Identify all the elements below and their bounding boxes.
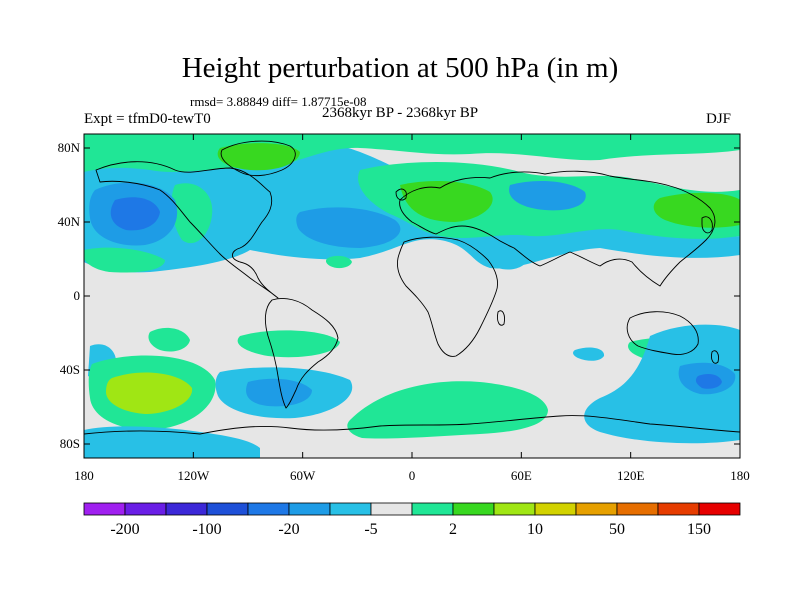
lon-tick-label: 0 <box>409 468 416 483</box>
colorbar-swatch <box>83 502 126 516</box>
colorbar-swatch <box>534 502 577 516</box>
colorbar-label: 2 <box>449 521 457 538</box>
contour-sh-atlantic-green <box>237 330 340 358</box>
colorbar-swatch <box>575 502 618 516</box>
colorbar-label: 50 <box>609 521 625 538</box>
coastlines <box>84 140 740 435</box>
contour-sh-pacific-green <box>148 327 190 352</box>
contour-atlantic-low <box>296 207 401 248</box>
contour-antarctic-cyan-west <box>84 426 260 458</box>
colorbar-swatch <box>616 502 659 516</box>
lon-tick-label: 180 <box>730 468 750 483</box>
lat-tick-label: 40N <box>58 214 81 229</box>
season-label: DJF <box>706 111 732 127</box>
latitude-axis: 80N 40N 0 40S 80S <box>58 140 740 451</box>
contour-eurasia-core <box>400 180 493 222</box>
colorbar-swatch <box>206 502 249 516</box>
contour-sh-east-deep <box>695 374 722 389</box>
experiment-label: Expt = tfmD0-tewT0 <box>84 111 211 127</box>
coast-madagascar <box>497 310 505 326</box>
colorbar-label: -100 <box>192 521 221 538</box>
coast-greenland <box>220 140 296 177</box>
colorbar: -200 -100 -20 -5 2 10 50 150 <box>83 502 741 538</box>
contour-south-america-blue <box>246 378 312 407</box>
lat-tick-label: 80N <box>58 140 81 155</box>
contour-siberia-blue <box>509 180 586 211</box>
colorbar-swatch <box>247 502 290 516</box>
colorbar-swatch <box>288 502 331 516</box>
period-label: 2368kyr BP - 2368kyr BP <box>321 105 479 121</box>
contour-sh-east-blue <box>584 324 740 444</box>
colorbar-swatch <box>165 502 208 516</box>
coast-new-zealand <box>711 350 719 364</box>
colorbar-swatch <box>370 502 413 516</box>
coast-africa <box>397 236 499 357</box>
coast-japan <box>701 216 713 234</box>
colorbar-swatch <box>124 502 167 516</box>
lon-tick-label: 120E <box>617 468 645 483</box>
contour-sh-indian-cyan <box>573 347 605 361</box>
coast-antarctica <box>84 415 740 435</box>
stats-subtitle: rmsd= 3.88849 diff= 1.87715e-08 <box>190 94 367 109</box>
colorbar-label: 10 <box>527 521 543 538</box>
colorbar-swatch <box>452 502 495 516</box>
coast-australia <box>626 311 699 355</box>
map-plot-area <box>83 133 741 459</box>
lon-tick-label: 60W <box>290 468 316 483</box>
colorbar-swatch <box>493 502 536 516</box>
lat-tick-label: 40S <box>60 362 80 377</box>
colorbar-label: -20 <box>278 521 299 538</box>
contour-south-pacific-lime <box>106 372 193 414</box>
contour-greenland-green <box>217 143 300 171</box>
colorbar-swatch <box>657 502 700 516</box>
longitude-axis: 180 120W 60W 0 60E 120E 180 <box>74 134 750 483</box>
contour-pacific-low-core <box>110 197 160 231</box>
coast-north-america <box>95 161 279 299</box>
plot-title: Height perturbation at 500 hPa (in m) <box>181 52 619 84</box>
contour-sw-pacific-green <box>84 247 165 273</box>
contour-sh-atlantic-green-2 <box>347 381 548 439</box>
contour-mid-atlantic-green <box>325 255 352 269</box>
colorbar-label: 150 <box>687 521 711 538</box>
colorbar-label: -5 <box>364 521 377 538</box>
lon-tick-label: 60E <box>511 468 532 483</box>
coast-uk <box>395 188 407 201</box>
contour-nw-america-green <box>171 183 213 244</box>
colorbar-swatch <box>329 502 372 516</box>
lon-tick-label: 180 <box>74 468 94 483</box>
lat-tick-label: 80S <box>60 436 80 451</box>
colorbar-swatch <box>411 502 454 516</box>
contour-ne-asia-green <box>653 192 740 228</box>
coast-south-america <box>264 298 339 409</box>
contour-fields <box>84 134 740 458</box>
lon-tick-label: 120W <box>177 468 210 483</box>
lat-tick-label: 0 <box>74 288 81 303</box>
colorbar-label: -200 <box>110 521 139 538</box>
coast-europe-asia <box>399 170 716 287</box>
colorbar-swatch <box>698 502 741 516</box>
